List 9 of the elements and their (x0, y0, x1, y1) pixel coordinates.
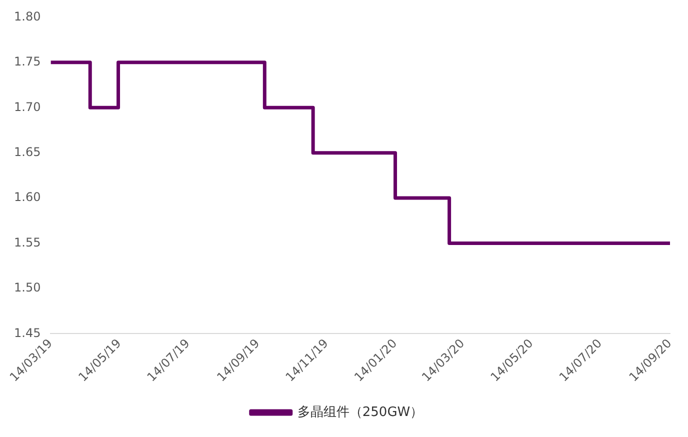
y-tick-label: 1.65 (14, 144, 41, 159)
y-tick-label: 1.50 (14, 280, 41, 295)
y-tick-label: 1.80 (14, 9, 41, 24)
y-tick-label: 1.45 (14, 326, 41, 340)
legend-label: 多晶组件（250GW） (297, 404, 424, 420)
y-tick-label: 1.70 (14, 100, 41, 114)
y-tick-label: 1.75 (14, 54, 41, 69)
y-tick-label: 1.55 (14, 235, 41, 250)
y-tick-label: 1.60 (14, 190, 41, 204)
